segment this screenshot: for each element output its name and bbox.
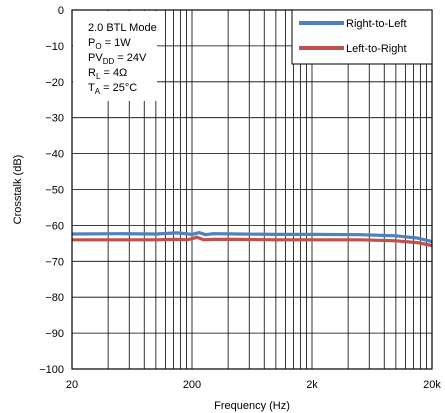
annotation-line: TA = 25°C — [88, 82, 137, 96]
y-tick-label: −80 — [45, 292, 64, 304]
legend-label: Right-to-Left — [346, 18, 407, 30]
y-tick-label: −90 — [45, 328, 64, 340]
x-tick-label: 20 — [66, 379, 78, 391]
y-tick-labels: 0 −10 −20 −30 −40 −50 −60 −70 −80 −90 −100 — [39, 5, 64, 376]
y-tick-label: −70 — [45, 256, 64, 268]
annotation-text: PV — [88, 52, 103, 64]
annotation-text: = 1W — [102, 37, 132, 49]
annotation-text: = 24V — [114, 52, 147, 64]
series-line-left-to-right — [72, 235, 433, 248]
y-tick-label: −50 — [45, 185, 64, 197]
annotation-line: RL = 4Ω — [88, 67, 127, 81]
annotation-subscript: DD — [103, 57, 115, 66]
annotation-background — [73, 11, 157, 101]
series-lines — [71, 231, 433, 248]
y-tick-label: −60 — [45, 220, 64, 232]
annotation-text: P — [88, 37, 95, 49]
annotation-subscript: O — [95, 42, 101, 51]
x-tick-label: 20k — [423, 379, 441, 391]
annotation-text: = 25°C — [100, 82, 137, 94]
x-tick-label: 2k — [306, 379, 318, 391]
legend: Right-to-Left Left-to-Right — [291, 9, 433, 65]
annotation-subscript: L — [96, 72, 101, 81]
y-tick-label: −40 — [45, 149, 64, 161]
y-tick-label: −10 — [45, 41, 64, 53]
annotation-text: 2.0 BTL Mode — [88, 22, 157, 34]
y-tick-label: 0 — [58, 5, 64, 17]
x-tick-labels: 20 200 2k 20k — [66, 379, 441, 391]
y-tick-label: −30 — [45, 113, 64, 125]
series-line-right-to-left — [71, 231, 433, 244]
y-tick-label: −20 — [45, 77, 64, 89]
annotation-line: 2.0 BTL Mode — [88, 22, 157, 34]
y-axis-label: Crosstalk (dB) — [12, 155, 24, 225]
legend-box — [291, 9, 433, 65]
annotation-subscript: A — [95, 87, 101, 96]
plot-frame — [71, 9, 433, 370]
y-tick-label: −100 — [39, 364, 64, 376]
legend-label: Left-to-Right — [346, 43, 407, 55]
x-tick-label: 200 — [183, 379, 201, 391]
x-axis-label: Frequency (Hz) — [214, 400, 290, 412]
annotation-text: R — [88, 67, 96, 79]
annotation-line: PO = 1W — [88, 37, 131, 51]
annotation-text: = 4Ω — [100, 67, 127, 79]
annotation-text: T — [88, 82, 95, 94]
annotation-line: PVDD = 24V — [88, 52, 147, 66]
